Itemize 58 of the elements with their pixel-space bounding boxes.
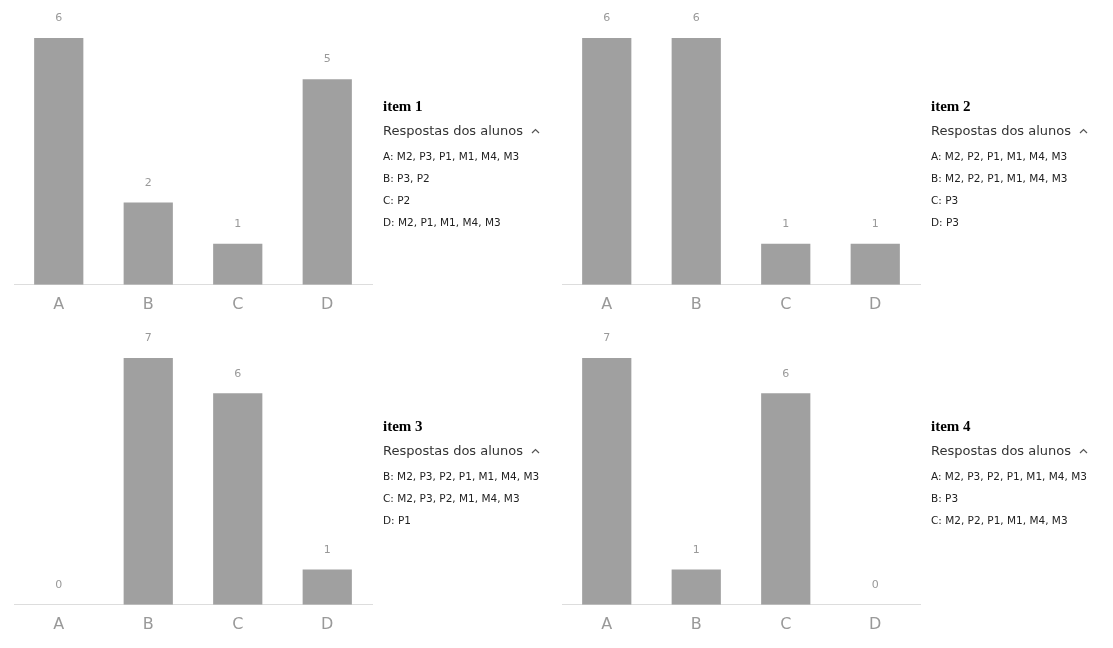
text: C: M2, P2, P1, M1, M4, M3 [931,514,1069,526]
text: A: M2, P3, P1, M1, M4, M3 [383,150,521,162]
x-tick-label: B [690,613,702,633]
x-tick-label: B [690,293,702,313]
text: D: P1 [383,514,412,526]
data-label: 1 [323,542,331,556]
data-label: 7 [144,331,152,345]
text: item 2 [931,98,972,115]
x-tick-label: D [321,613,334,633]
legend-title: Respostas dos alunos [931,443,1072,458]
legend-title: Respostas dos alunos [383,443,524,458]
text: C: P2 [383,194,412,206]
text: D: M2, P1, M1, M4, M3 [383,216,502,228]
data-label: 6 [603,11,611,25]
x-tick-label: C [780,613,792,633]
data-label: 6 [234,366,242,380]
x-tick-label: A [601,613,613,633]
x-tick-label: A [53,613,65,633]
data-label: 1 [871,217,879,231]
legend-title: Respostas dos alunos [383,123,524,138]
data-label: 6 [782,366,790,380]
x-tick-label: B [142,293,154,313]
data-label: 1 [692,542,700,556]
x-tick-label: D [869,613,882,633]
x-tick-label: D [869,293,882,313]
data-label: 0 [871,578,879,592]
bar [213,243,263,285]
x-tick-label: C [232,613,244,633]
text: B: P3 [931,492,960,504]
text: C: P3 [931,194,960,206]
data-label: 1 [782,217,790,231]
x-tick-label: A [53,293,65,313]
text: A: M2, P3, P2, P1, M1, M4, M3 [931,470,1088,482]
data-label: 5 [323,52,331,66]
x-tick-label: B [142,613,154,633]
bar [123,202,173,285]
data-label: 6 [692,11,700,25]
x-tick-label: D [321,293,334,313]
bar [34,38,84,285]
text: D: P3 [931,216,960,228]
x-tick-label: C [780,293,792,313]
legend-title: Respostas dos alunos [931,123,1072,138]
bar [302,79,352,285]
data-label: 6 [55,11,63,25]
text: item 3 [383,418,424,435]
text: B: M2, P3, P2, P1, M1, M4, M3 [383,470,541,482]
x-tick-label: C [232,293,244,313]
data-label: 2 [144,175,152,189]
text: B: M2, P2, P1, M1, M4, M3 [931,172,1069,184]
x-tick-label: A [601,293,613,313]
data-label: 1 [234,217,242,231]
text: B: P3, P2 [383,172,431,184]
data-label: 0 [55,578,63,592]
text: C: M2, P3, P2, M1, M4, M3 [383,492,521,504]
data-label: 7 [603,331,611,345]
text: item 4 [931,418,972,435]
text: A: M2, P2, P1, M1, M4, M3 [931,150,1069,162]
text: item 1 [383,98,424,115]
